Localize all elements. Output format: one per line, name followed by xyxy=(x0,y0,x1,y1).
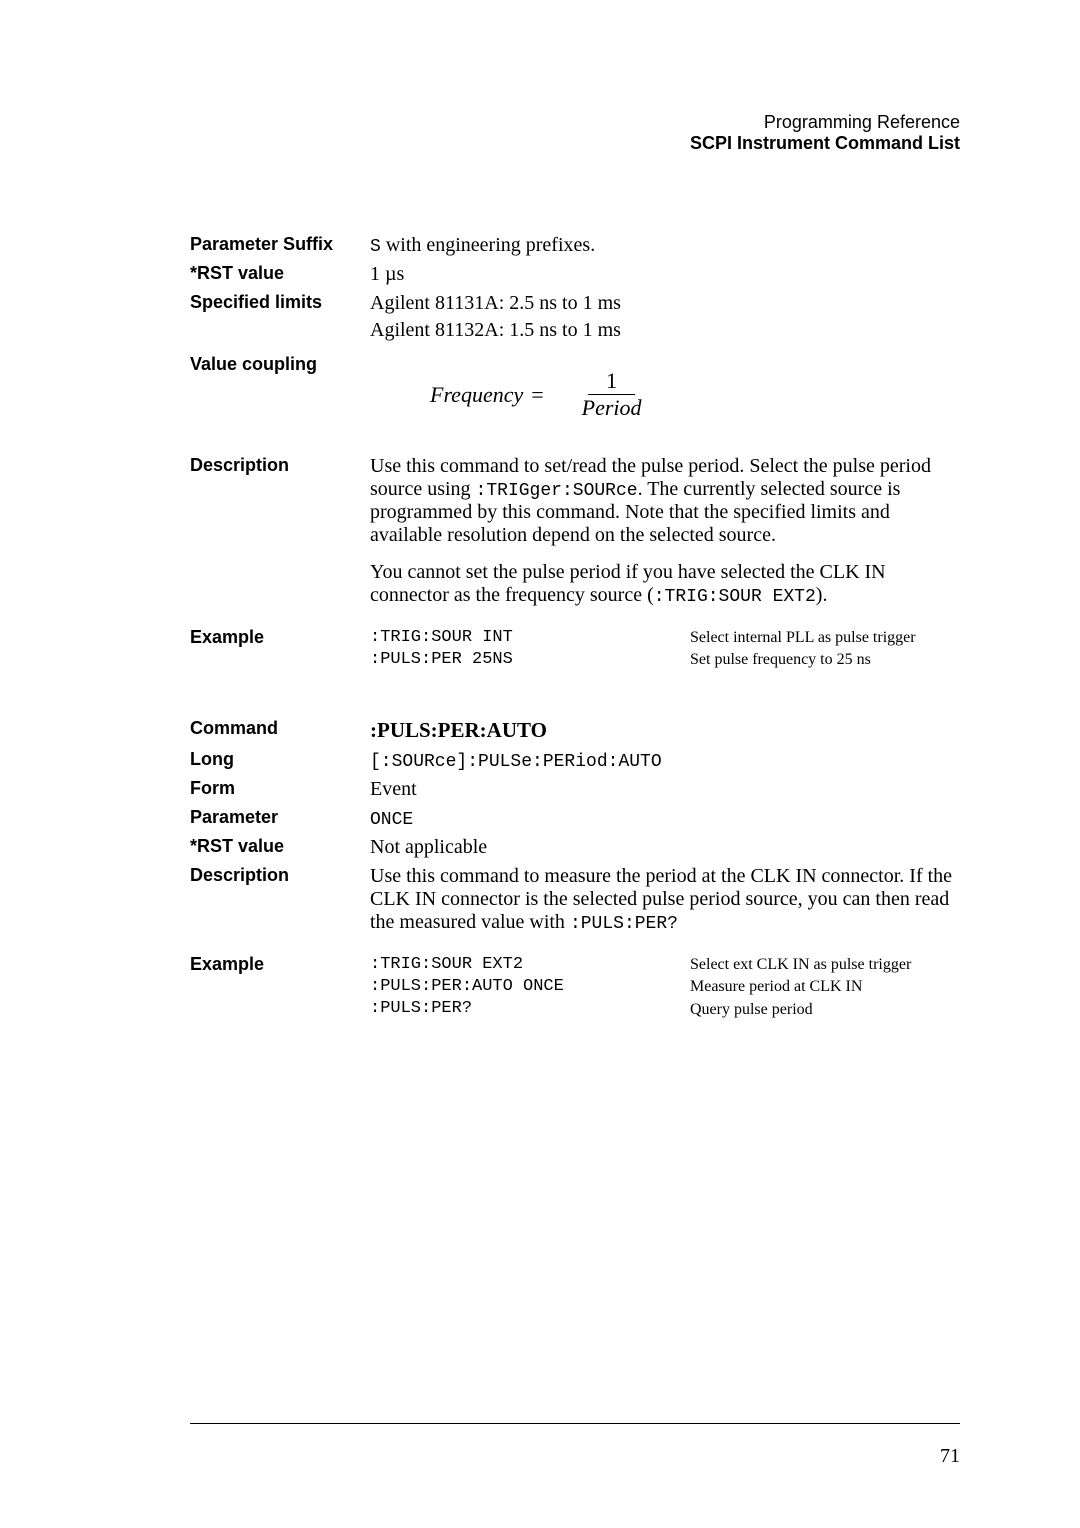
row-long: Long [:SOURce]:PULSe:PERiod:AUTO xyxy=(190,749,960,772)
label-spec-limits: Specified limits xyxy=(190,292,370,313)
formula-eq: = xyxy=(531,382,543,408)
row-command: Command :PULS:PER:AUTO xyxy=(190,718,960,743)
content-description-2: Use this command to measure the period a… xyxy=(370,865,960,948)
desc1-p2-b: ). xyxy=(816,584,828,606)
ex1-note2: Set pulse frequency to 25 ns xyxy=(690,649,916,671)
formula-den: Period xyxy=(564,395,660,421)
spec-limits-line2: Agilent 81132A: 1.5 ns to 1 ms xyxy=(370,319,960,342)
command-text: :PULS:PER:AUTO xyxy=(370,718,547,742)
param-suffix-text: with engineering prefixes. xyxy=(381,234,595,256)
row-rst-value-2: *RST value Not applicable xyxy=(190,836,960,859)
label-long: Long xyxy=(190,749,370,770)
label-rst-2: *RST value xyxy=(190,836,370,857)
content-parameter: ONCE xyxy=(370,807,960,830)
label-form: Form xyxy=(190,778,370,799)
ex1-note1: Select internal PLL as pulse trigger xyxy=(690,627,916,649)
content-rst-1: 1 µs xyxy=(370,263,960,286)
ex2-code3: :PULS:PER? xyxy=(370,998,690,1020)
row-example-2: Example :TRIG:SOUR EXT2 :PULS:PER:AUTO O… xyxy=(190,954,960,1021)
formula-lhs: Frequency xyxy=(430,382,523,408)
row-parameter: Parameter ONCE xyxy=(190,807,960,830)
label-example-2: Example xyxy=(190,954,370,975)
section-gap xyxy=(190,678,960,718)
row-value-coupling: Value coupling Frequency = 1 Period xyxy=(190,354,960,449)
ex1-code1: :TRIG:SOUR INT xyxy=(370,627,690,649)
example2-grid: :TRIG:SOUR EXT2 :PULS:PER:AUTO ONCE :PUL… xyxy=(370,954,960,1021)
example2-code: :TRIG:SOUR EXT2 :PULS:PER:AUTO ONCE :PUL… xyxy=(370,954,690,1021)
label-rst-1: *RST value xyxy=(190,263,370,284)
label-parameter-suffix: Parameter Suffix xyxy=(190,234,370,255)
row-spec-limits: Specified limits Agilent 81131A: 2.5 ns … xyxy=(190,292,960,342)
row-parameter-suffix: Parameter Suffix S with engineering pref… xyxy=(190,234,960,257)
label-command: Command xyxy=(190,718,370,739)
example1-notes: Select internal PLL as pulse trigger Set… xyxy=(690,627,916,672)
content-value-coupling: Frequency = 1 Period xyxy=(370,354,960,449)
row-description-1: Description Use this command to set/read… xyxy=(190,455,960,621)
page-header: Programming Reference SCPI Instrument Co… xyxy=(190,112,960,154)
content-example-2: :TRIG:SOUR EXT2 :PULS:PER:AUTO ONCE :PUL… xyxy=(370,954,960,1021)
desc2-para: Use this command to measure the period a… xyxy=(370,865,960,934)
frequency-formula: Frequency = 1 Period xyxy=(430,368,960,421)
label-parameter: Parameter xyxy=(190,807,370,828)
label-description-2: Description xyxy=(190,865,370,886)
ex2-note3: Query pulse period xyxy=(690,999,911,1021)
example1-grid: :TRIG:SOUR INT :PULS:PER 25NS Select int… xyxy=(370,627,960,672)
label-description-1: Description xyxy=(190,455,370,476)
desc2-code: :PULS:PER? xyxy=(570,914,678,934)
ex2-code2: :PULS:PER:AUTO ONCE xyxy=(370,976,690,998)
example2-notes: Select ext CLK IN as pulse trigger Measu… xyxy=(690,954,911,1021)
ex2-code1: :TRIG:SOUR EXT2 xyxy=(370,954,690,976)
content-rst-2: Not applicable xyxy=(370,836,960,859)
content-long: [:SOURce]:PULSe:PERiod:AUTO xyxy=(370,749,960,772)
spec-limits-line1: Agilent 81131A: 2.5 ns to 1 ms xyxy=(370,292,960,315)
content-description-1: Use this command to set/read the pulse p… xyxy=(370,455,960,621)
header-line2: SCPI Instrument Command List xyxy=(190,133,960,154)
desc1-para1: Use this command to set/read the pulse p… xyxy=(370,455,960,547)
ex1-code2: :PULS:PER 25NS xyxy=(370,649,690,671)
example1-code: :TRIG:SOUR INT :PULS:PER 25NS xyxy=(370,627,690,672)
content-form: Event xyxy=(370,778,960,801)
content-example-1: :TRIG:SOUR INT :PULS:PER 25NS Select int… xyxy=(370,627,960,672)
label-value-coupling: Value coupling xyxy=(190,354,370,375)
page-number: 71 xyxy=(940,1445,960,1468)
long-text: [:SOURce]:PULSe:PERiod:AUTO xyxy=(370,752,662,772)
content-spec-limits: Agilent 81131A: 2.5 ns to 1 ms Agilent 8… xyxy=(370,292,960,342)
footer-rule xyxy=(190,1423,960,1424)
param-suffix-code: S xyxy=(370,237,381,257)
row-form: Form Event xyxy=(190,778,960,801)
row-example-1: Example :TRIG:SOUR INT :PULS:PER 25NS Se… xyxy=(190,627,960,672)
desc1-p1-code: :TRIGger:SOURce xyxy=(476,481,638,501)
header-line1: Programming Reference xyxy=(190,112,960,133)
formula-fraction: 1 Period xyxy=(564,368,660,421)
label-example-1: Example xyxy=(190,627,370,648)
row-description-2: Description Use this command to measure … xyxy=(190,865,960,948)
row-rst-value-1: *RST value 1 µs xyxy=(190,263,960,286)
content-command: :PULS:PER:AUTO xyxy=(370,718,960,743)
param-text: ONCE xyxy=(370,810,413,830)
desc1-para2: You cannot set the pulse period if you h… xyxy=(370,561,960,607)
desc1-p2-code: :TRIG:SOUR EXT2 xyxy=(654,587,816,607)
ex2-note1: Select ext CLK IN as pulse trigger xyxy=(690,954,911,976)
content-parameter-suffix: S with engineering prefixes. xyxy=(370,234,960,257)
formula-num: 1 xyxy=(588,368,635,395)
ex2-note2: Measure period at CLK IN xyxy=(690,976,911,998)
